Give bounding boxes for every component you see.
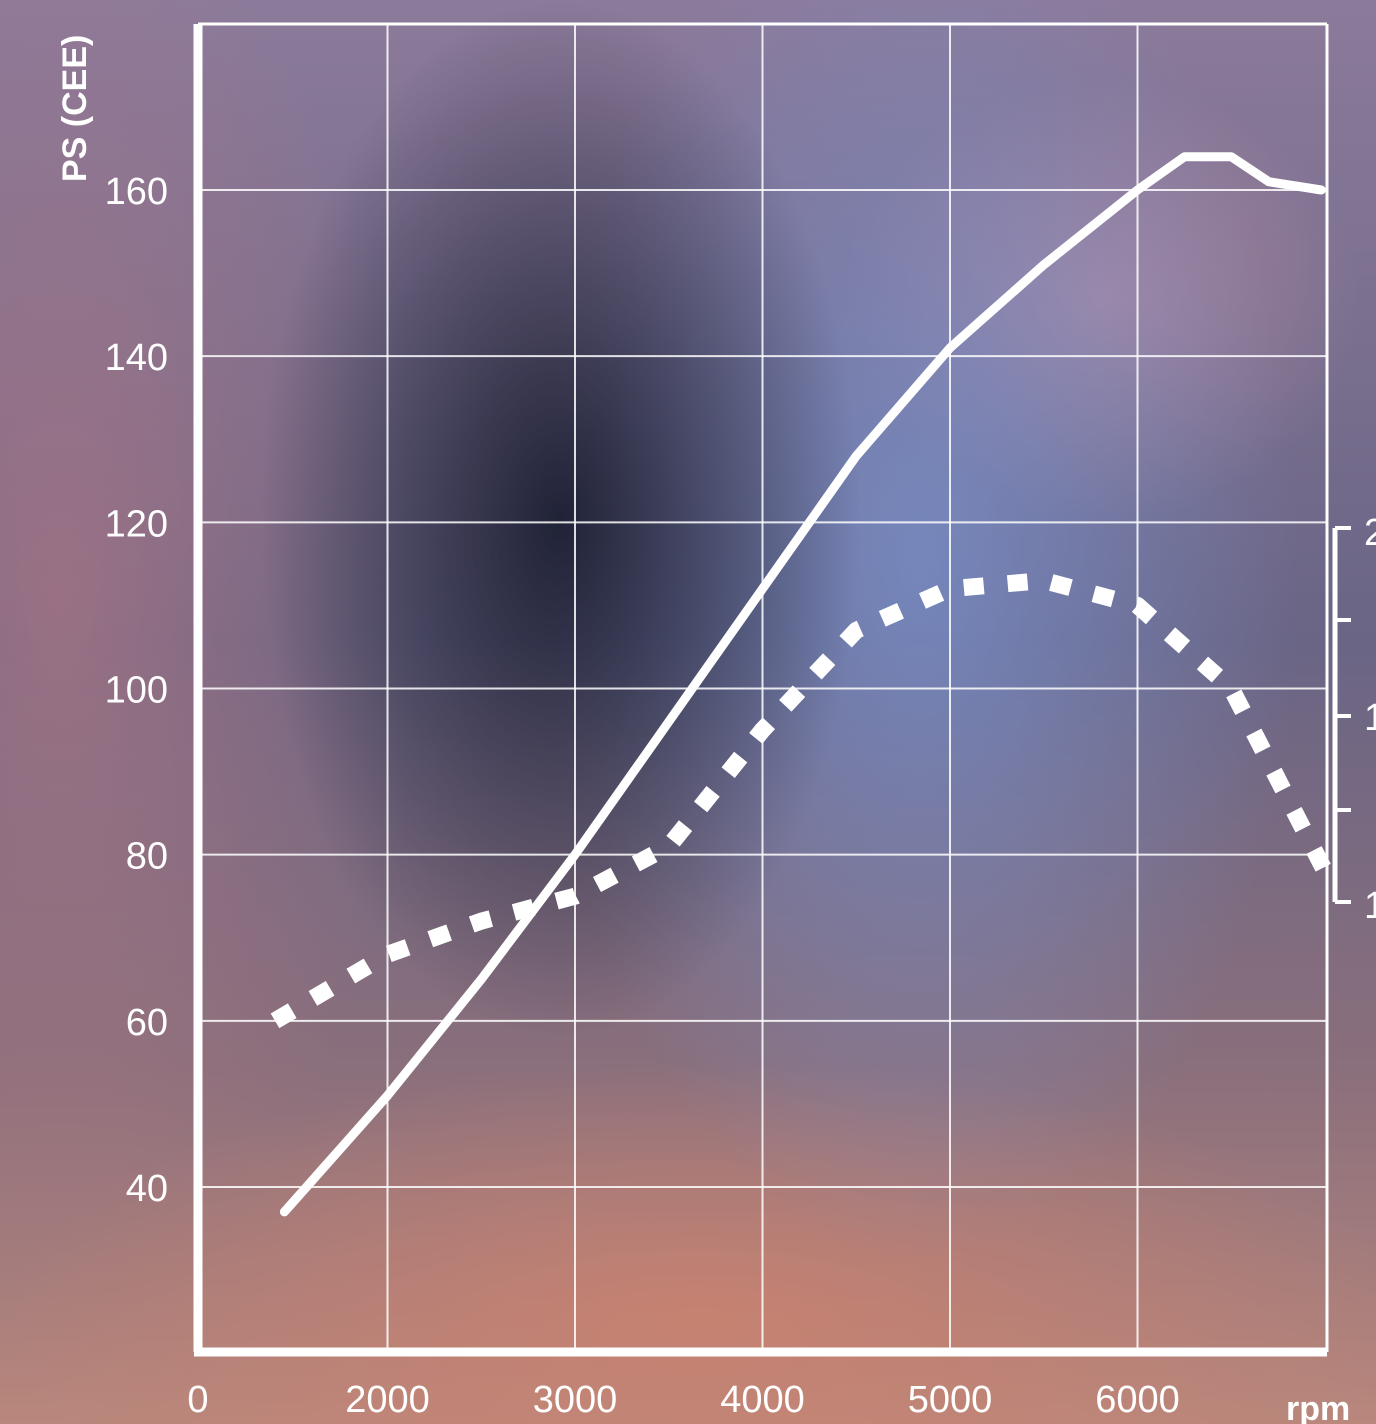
x-tick-label: 2000 [345, 1379, 430, 1421]
y-tick-label: 80 [126, 836, 168, 878]
series-group [270, 152, 1333, 1217]
x-tick-label: 5000 [908, 1379, 993, 1421]
y-tick-label: 100 [105, 670, 168, 712]
y-tick-label: 40 [126, 1168, 168, 1210]
y-tick-label: 60 [126, 1002, 168, 1044]
grid [198, 22, 1327, 1352]
dashed-series-line [270, 572, 1333, 1029]
right-tick-label: 1 [1364, 885, 1376, 927]
right-tick-label: 2 [1364, 512, 1376, 554]
y-tick-label: 120 [105, 503, 168, 545]
right-tick-label: 1 [1364, 697, 1376, 739]
x-tick-label: 0 [187, 1379, 208, 1421]
x-axis-title: rpm [1286, 1390, 1350, 1424]
x-tick-label: 4000 [720, 1379, 805, 1421]
x-tick-label: 6000 [1095, 1379, 1180, 1421]
y-tick-label: 140 [105, 337, 168, 379]
x-tick-label: 3000 [533, 1379, 618, 1421]
plot-frame [193, 22, 1329, 1357]
right-axis [1332, 526, 1351, 904]
y-tick-label: 160 [105, 171, 168, 213]
y-axis-title: PS (CEE) [56, 35, 94, 182]
solid-series-line [279, 152, 1326, 1217]
